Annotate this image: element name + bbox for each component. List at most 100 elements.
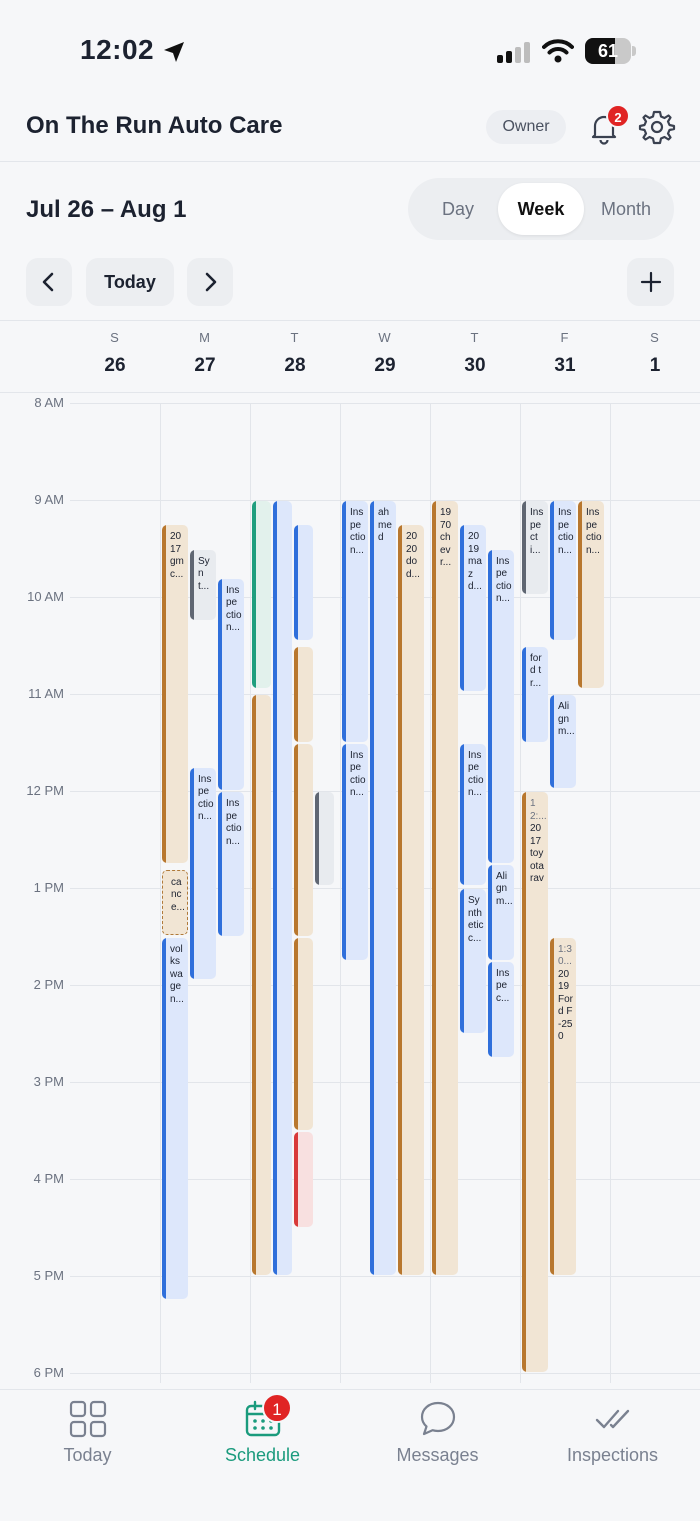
appointment-block[interactable]: Inspecti... — [522, 501, 548, 595]
appointment-block[interactable] — [294, 646, 313, 742]
day-letter: T — [290, 330, 300, 345]
tab-inspections[interactable]: Inspections — [525, 1390, 700, 1490]
appointment-title: Inspection... — [350, 750, 366, 800]
appointment-block[interactable] — [294, 743, 313, 936]
appointment-title: 12:... 2017 toyota rav — [530, 798, 547, 886]
appointment-block[interactable]: Synthetic c... — [460, 889, 486, 1033]
appointment-block[interactable] — [252, 501, 271, 689]
app-header: On The Run Auto Care Owner 2 — [0, 90, 700, 162]
appointment-block[interactable]: Inspec... — [488, 961, 514, 1057]
hour-label: 12 PM — [26, 783, 64, 798]
appointment-title: 2017 gmc... — [170, 531, 186, 581]
day-number: 30 — [464, 355, 486, 376]
appointment-block[interactable]: Inspection... — [460, 743, 486, 886]
appointment-label: Inspection... — [496, 555, 512, 605]
appointment-label: Inspection... — [350, 749, 366, 799]
appointment-title: Inspection... — [468, 750, 484, 800]
appointment-block[interactable]: Inspection... — [578, 501, 604, 689]
appointment-label: 2017 toyota rav — [530, 823, 544, 884]
schedule-badge: 1 — [262, 1393, 292, 1423]
appointment-block[interactable] — [294, 525, 313, 640]
appointment-label: Inspection... — [226, 584, 242, 634]
appointment-title: volkswagen... — [170, 944, 186, 1007]
appointment-block[interactable]: Inspection... — [342, 501, 368, 742]
day-number: 26 — [104, 355, 126, 376]
appointment-block[interactable]: 2017 gmc... — [162, 525, 188, 863]
view-day[interactable]: Day — [441, 199, 474, 219]
week-header: S 26 M 27 T 28 W 29 T 30 F 31 S 1 — [0, 320, 700, 393]
appointment-block[interactable]: Inspection... — [218, 792, 244, 936]
prev-week-button[interactable] — [26, 258, 72, 306]
tab-messages[interactable]: Messages — [350, 1390, 525, 1490]
appointment-block[interactable] — [252, 695, 271, 1275]
day-divider — [160, 403, 161, 1383]
appointment-label: 1970 chevr... — [440, 507, 452, 568]
appointment-block[interactable]: Inspection... — [190, 767, 216, 980]
view-month[interactable]: Month — [600, 199, 652, 219]
appointment-label: 2020 dod... — [406, 531, 420, 580]
day-letter: W — [378, 330, 392, 345]
tab-today[interactable]: Today — [0, 1390, 175, 1490]
appointment-block[interactable]: volkswagen... — [162, 937, 188, 1300]
appointment-label: Inspection... — [586, 507, 602, 556]
appointment-block[interactable] — [294, 1131, 313, 1227]
appointment-block[interactable]: Alignm... — [488, 864, 514, 960]
appointment-block[interactable]: 1:30... 2019 Ford F-250 — [550, 937, 576, 1275]
appointment-block[interactable]: Inspection... — [218, 578, 244, 790]
appointment-title: Inspection... — [496, 556, 512, 606]
appointment-title: 1970 chevr... — [440, 507, 456, 570]
appointment-label: 2019 mazd... — [468, 531, 482, 593]
appointment-title: Inspec... — [496, 968, 512, 1006]
appointment-title: Alignm... — [496, 870, 513, 909]
appointment-block[interactable]: ford tr... — [522, 646, 548, 742]
hour-line — [70, 500, 700, 501]
hour-line — [70, 1373, 700, 1374]
appointment-block[interactable]: 12:... 2017 toyota rav — [522, 792, 548, 1372]
cellular-signal-icon — [497, 41, 533, 63]
appointment-title: Inspection... — [586, 507, 602, 557]
hour-line — [70, 403, 700, 404]
appointment-title: ahmed — [378, 507, 394, 545]
tab-schedule-label: Schedule — [224, 1445, 301, 1465]
today-button[interactable]: Today — [86, 258, 174, 306]
view-week[interactable]: Week — [498, 183, 584, 235]
appointment-block[interactable]: Inspection... — [550, 501, 576, 640]
appointment-block[interactable]: ahmed — [370, 501, 396, 1275]
day-letter: F — [560, 330, 570, 345]
day-divider — [250, 403, 251, 1383]
appointment-label: Inspection... — [226, 798, 242, 847]
appointment-title: Inspection... — [198, 774, 214, 824]
appointment-label: volkswagen... — [170, 943, 184, 1005]
appointment-label: Synt... — [198, 555, 210, 592]
appointment-block[interactable]: 2020 dod... — [398, 525, 424, 1275]
appointment-block[interactable] — [294, 937, 313, 1130]
day-divider — [520, 403, 521, 1383]
day-letter: S — [110, 330, 120, 345]
calendar-grid[interactable]: 8 AM 9 AM 10 AM 11 AM 12 PM 1 PM 2 PM 3 PM 4 PM 5… — [0, 393, 700, 1389]
appointment-label: ford tr... — [530, 652, 542, 689]
next-week-button[interactable] — [187, 258, 233, 306]
appointment-block[interactable]: 1970 chevr... — [432, 501, 458, 1275]
appointment-block[interactable]: 2019 mazd... — [460, 525, 486, 692]
day-divider — [610, 403, 611, 1383]
appointment-block[interactable] — [315, 792, 334, 886]
appointment-block[interactable]: Synt... — [190, 549, 216, 621]
appointment-block[interactable] — [273, 501, 292, 1275]
appointment-title: 2020 dod... — [406, 531, 422, 581]
plus-icon — [640, 271, 661, 293]
appointment-label: Alignm... — [558, 701, 575, 737]
appointment-title: Inspecti... — [530, 507, 546, 557]
appointment-label: Inspection... — [350, 507, 366, 556]
appointment-title: Inspection... — [226, 585, 242, 635]
appointment-label: Alignm... — [496, 870, 513, 907]
gear-icon[interactable] — [638, 108, 676, 146]
hour-label: 4 PM — [33, 1171, 64, 1186]
appointment-block[interactable]: cance... — [162, 869, 188, 936]
appointment-block[interactable]: Alignm... — [550, 695, 576, 789]
appointment-block[interactable]: Inspection... — [488, 549, 514, 863]
appointment-block[interactable]: Inspection... — [342, 743, 368, 960]
add-appointment-button[interactable] — [627, 258, 674, 306]
appointment-title: Inspection... — [558, 507, 574, 557]
chevron-right-icon — [205, 272, 217, 292]
role-badge[interactable]: Owner — [486, 110, 566, 144]
